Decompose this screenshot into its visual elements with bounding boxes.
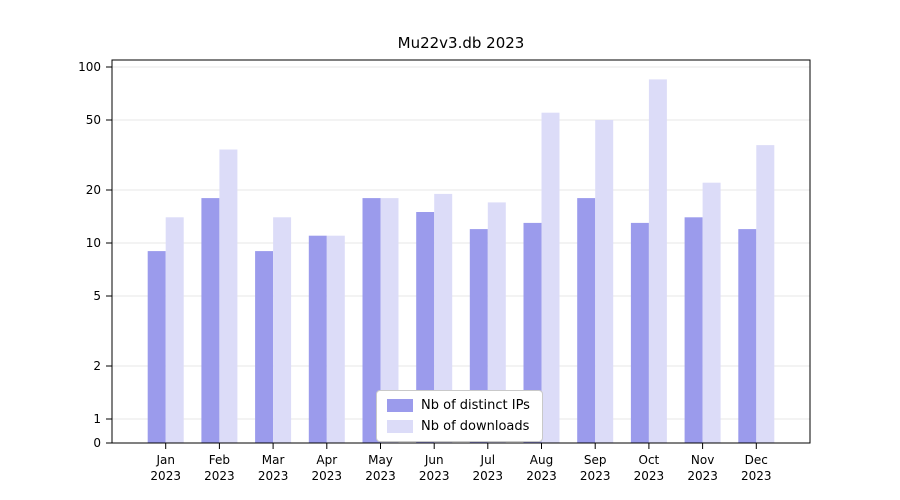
x-tick-label-month: Aug (530, 453, 553, 467)
y-tick-label: 1 (93, 412, 101, 426)
bar-distinct-ips (738, 229, 757, 443)
y-tick-label: 50 (86, 113, 101, 127)
bar-downloads (648, 79, 667, 444)
bar-downloads (702, 182, 721, 443)
x-tick-label-year: 2023 (741, 469, 772, 483)
legend-item-downloads: Nb of downloads (387, 419, 530, 434)
bar-distinct-ips (630, 222, 649, 443)
bar-downloads (487, 202, 506, 443)
x-tick-label-year: 2023 (419, 469, 450, 483)
x-tick-label-month: Sep (584, 453, 607, 467)
legend-swatch-downloads (387, 420, 413, 433)
bar-downloads (756, 145, 775, 443)
chart-title: Mu22v3.db 2023 (397, 34, 525, 52)
bar-downloads (273, 217, 292, 443)
bar-distinct-ips (469, 229, 488, 443)
x-tick-label-month: Jul (480, 453, 495, 467)
x-tick-label-year: 2023 (526, 469, 557, 483)
x-tick-label-year: 2023 (150, 469, 181, 483)
bar-distinct-ips (308, 235, 327, 443)
bar-distinct-ips (523, 222, 542, 443)
bar-distinct-ips (255, 251, 274, 443)
bar-downloads (326, 235, 345, 443)
x-tick-label-month: Jan (155, 453, 175, 467)
y-tick-label: 0 (93, 436, 101, 450)
x-tick-label-year: 2023 (473, 469, 504, 483)
x-tick-label-month: Jun (424, 453, 444, 467)
x-tick-label-month: Nov (691, 453, 714, 467)
x-tick-label-month: Mar (262, 453, 285, 467)
bar-distinct-ips (577, 198, 596, 443)
x-tick-label-year: 2023 (687, 469, 718, 483)
bar-distinct-ips (147, 251, 166, 443)
bar-distinct-ips (416, 212, 435, 443)
bar-downloads (434, 193, 453, 443)
bar-distinct-ips (362, 198, 381, 443)
bar-downloads (219, 149, 238, 443)
y-tick-label: 10 (86, 236, 101, 250)
x-tick-label-year: 2023 (204, 469, 235, 483)
bar-distinct-ips (201, 198, 220, 443)
x-tick-label-year: 2023 (258, 469, 289, 483)
y-tick-label: 5 (93, 289, 101, 303)
x-tick-label-year: 2023 (580, 469, 611, 483)
y-tick-label: 100 (78, 60, 101, 74)
x-tick-label-month: May (368, 453, 393, 467)
y-tick-label: 2 (93, 359, 101, 373)
x-tick-label-month: Dec (745, 453, 768, 467)
legend-swatch-distinct-ips (387, 399, 413, 412)
x-tick-label-month: Feb (209, 453, 230, 467)
x-tick-label-year: 2023 (634, 469, 665, 483)
x-tick-label-year: 2023 (312, 469, 343, 483)
chart-legend: Nb of distinct IPs Nb of downloads (376, 390, 543, 442)
axes-frame (111, 59, 811, 444)
bar-downloads (595, 120, 614, 443)
bar-distinct-ips (684, 217, 703, 443)
legend-item-distinct-ips: Nb of distinct IPs (387, 398, 530, 413)
legend-label-downloads: Nb of downloads (421, 419, 530, 434)
x-tick-label-year: 2023 (365, 469, 396, 483)
y-tick-label: 20 (86, 183, 101, 197)
x-tick-label-month: Apr (316, 453, 337, 467)
bar-downloads (541, 112, 560, 443)
bar-downloads (380, 198, 399, 443)
x-tick-label-month: Oct (639, 453, 660, 467)
bar-downloads (165, 217, 184, 443)
legend-label-distinct-ips: Nb of distinct IPs (421, 398, 530, 413)
